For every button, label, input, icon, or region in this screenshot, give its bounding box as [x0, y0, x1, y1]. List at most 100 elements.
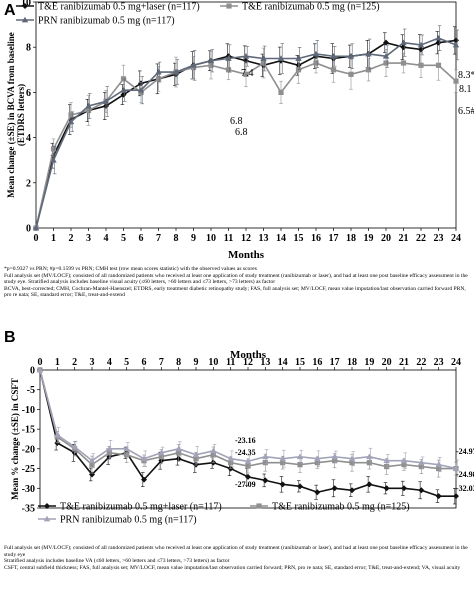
y-tick-label: -15: [22, 425, 35, 436]
data-point: [279, 481, 286, 488]
x-tick-label: 8: [174, 233, 179, 244]
data-point: [365, 67, 372, 73]
x-tick-label: 23: [434, 357, 444, 368]
data-point: [365, 50, 372, 57]
x-tick-label: 17: [330, 357, 340, 368]
data-point: [314, 460, 320, 466]
x-tick-label: 20: [382, 357, 392, 368]
data-point: [106, 450, 112, 456]
y-tick-label: -5: [27, 385, 35, 396]
data-point: [207, 57, 215, 64]
data-point: [348, 455, 356, 462]
series-3: [32, 25, 460, 231]
data-point: [141, 476, 147, 483]
x-axis-label: Months: [228, 249, 265, 261]
y-tick-label: -25: [22, 464, 35, 475]
x-tick-label: 14: [276, 233, 286, 244]
legend-swatch-marker: [22, 3, 28, 9]
x-tick-label: 12: [243, 357, 253, 368]
data-point: [296, 453, 304, 460]
x-tick-label: 17: [329, 233, 339, 244]
data-point: [280, 460, 286, 466]
panel-b-footnote: Full analysis set (MV/LOCF); consisted o…: [4, 545, 468, 571]
data-point: [158, 449, 165, 456]
data-point: [435, 62, 442, 68]
data-point: [277, 55, 285, 61]
data-point: [260, 55, 267, 61]
data-point: [332, 458, 338, 464]
y-axis-label: Mean change (±SE) in BCVA from baseline(…: [6, 32, 26, 198]
legend-item: T&E ranibizumab 0.5 mg+laser (n=117): [38, 502, 222, 513]
x-tick-label: 11: [226, 357, 235, 368]
y-axis-label-line: (ETDRS letters): [16, 84, 26, 146]
panel-b-label: B: [4, 329, 16, 346]
data-point: [401, 485, 407, 492]
data-point: [436, 465, 442, 472]
data-point: [85, 102, 92, 109]
data-point: [88, 457, 96, 464]
x-tick-label: 0: [34, 233, 39, 244]
y-tick-label: -20: [22, 444, 35, 455]
x-tick-label: 1: [55, 357, 60, 368]
data-point: [137, 86, 145, 93]
data-point: [210, 452, 216, 458]
data-point: [383, 60, 389, 66]
data-point: [366, 460, 372, 466]
data-label: 6.8: [230, 116, 243, 127]
data-point: [172, 68, 180, 75]
data-point: [331, 453, 338, 460]
data-point: [297, 483, 303, 490]
y-tick-label: -30: [22, 484, 35, 495]
data-point: [89, 462, 95, 468]
data-label: -27.09: [235, 480, 256, 489]
x-tick-label: 23: [434, 233, 444, 244]
data-point: [418, 487, 425, 494]
legend-label: T&E ranibizumab 0.5 mg+laser (n=117): [60, 502, 222, 513]
data-point: [435, 493, 442, 500]
x-tick-label: 21: [399, 357, 409, 368]
data-point: [314, 489, 321, 496]
data-point: [227, 455, 234, 462]
data-point: [331, 485, 338, 492]
data-point: [262, 460, 268, 466]
data-label: 6.5#: [458, 106, 474, 117]
data-point: [383, 485, 390, 492]
bcva-chart: 0246810012345678910111213141516171819202…: [6, 0, 474, 261]
data-point: [418, 46, 424, 53]
data-point: [453, 493, 459, 500]
data-point: [175, 445, 182, 452]
data-point: [208, 62, 214, 68]
x-axis-label: Months: [230, 349, 267, 361]
y-tick-label: 8: [26, 43, 31, 54]
legend-label: T&E ranibizumab 0.5 mg+laser (n=117): [38, 2, 200, 13]
data-point: [279, 455, 286, 462]
data-point: [383, 39, 389, 46]
x-tick-label: 6: [139, 233, 144, 244]
legend-swatch-marker: [256, 503, 262, 509]
data-label: -23.16: [235, 436, 256, 445]
data-point: [85, 107, 92, 114]
legend-item: PRN ranibizumab 0.5 mg (n=117): [38, 515, 197, 526]
data-point: [366, 453, 373, 460]
x-tick-label: 16: [312, 357, 322, 368]
data-point: [435, 39, 442, 46]
x-tick-label: 19: [364, 233, 374, 244]
legend-swatch-marker: [43, 515, 51, 522]
data-point: [453, 78, 459, 84]
data-point: [400, 457, 408, 464]
x-tick-label: 24: [451, 357, 461, 368]
data-point: [176, 450, 182, 456]
x-tick-label: 4: [104, 233, 109, 244]
data-point: [314, 455, 321, 462]
y-tick-label: 4: [26, 133, 31, 144]
data-point: [295, 55, 302, 61]
y-tick-label: 2: [26, 178, 31, 189]
data-point: [330, 53, 337, 59]
series-3: [36, 366, 460, 478]
x-tick-label: 4: [107, 357, 112, 368]
data-point: [297, 462, 303, 468]
data-label: 8.1: [459, 84, 472, 95]
legend-label: T&E ranibizumab 0.5 mg (n=125): [272, 502, 410, 513]
legend-label: PRN ranibizumab 0.5 mg (n=117): [60, 515, 197, 526]
x-tick-label: 8: [176, 357, 181, 368]
